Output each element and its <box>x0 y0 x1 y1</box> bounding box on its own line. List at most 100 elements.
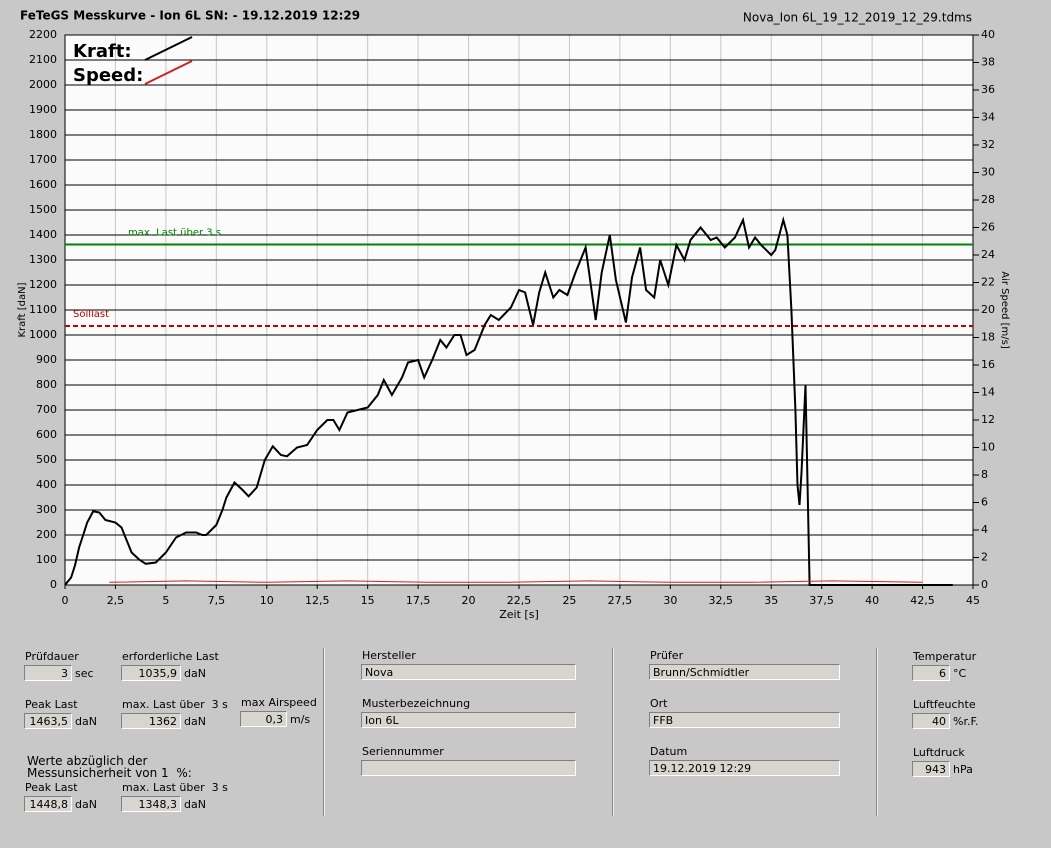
x-tick-label: 10 <box>260 594 274 607</box>
y-tick-label: 0 <box>50 578 57 591</box>
series-line <box>64 216 953 586</box>
note-text: Messunsicherheit von 1 %: <box>27 766 192 780</box>
y2-tick-label: 14 <box>981 386 995 399</box>
unit-label: daN <box>184 715 206 728</box>
text-field: 19.12.2019 12:29 <box>649 760 840 776</box>
text-field: FFB <box>649 712 840 728</box>
y-tick-label: 2200 <box>29 28 57 41</box>
x-tick-label: 12,5 <box>305 594 330 607</box>
x-tick-label: 30 <box>663 594 677 607</box>
y-tick-label: 800 <box>36 378 57 391</box>
chart: FeTeGS Messkurve - Ion 6L SN: - 19.12.20… <box>17 9 1010 622</box>
x-tick-label: 42,5 <box>910 594 935 607</box>
separator <box>323 648 325 816</box>
x-tick-label: 5 <box>162 594 169 607</box>
unit-label: daN <box>184 667 206 680</box>
y-tick-label: 1000 <box>29 328 57 341</box>
text-field: 1348,3 <box>121 796 181 812</box>
file-name: Nova_Ion 6L_19_12_2019_12_29.tdms <box>743 11 972 25</box>
y2-tick-label: 2 <box>981 551 988 564</box>
y2-tick-label: 16 <box>981 358 995 371</box>
y2-axis-label: Air Speed [m/s] <box>999 271 1010 349</box>
x-tick-label: 17,5 <box>406 594 431 607</box>
field-label: Seriennummer <box>362 745 444 758</box>
unit-label: hPa <box>953 763 973 776</box>
y2-tick-label: 22 <box>981 276 995 289</box>
y-tick-label: 1100 <box>29 303 57 316</box>
y2-tick-label: 32 <box>981 138 995 151</box>
y-tick-label: 200 <box>36 528 57 541</box>
x-tick-label: 25 <box>562 594 576 607</box>
y-tick-label: 1600 <box>29 178 57 191</box>
unit-label: °C <box>953 667 967 680</box>
field-label: Temperatur <box>913 650 977 663</box>
window-title: FeTeGS Messkurve - Ion 6L SN: - 19.12.20… <box>20 9 360 23</box>
x-tick-label: 15 <box>361 594 375 607</box>
reference-label: max. Last über 3 s <box>128 228 221 239</box>
y-tick-label: 300 <box>36 503 57 516</box>
y2-tick-label: 26 <box>981 221 995 234</box>
text-field <box>361 760 576 776</box>
x-tick-label: 22,5 <box>507 594 532 607</box>
field-label: Hersteller <box>362 649 416 662</box>
field-label: erforderliche Last <box>122 650 219 663</box>
y2-tick-label: 36 <box>981 83 995 96</box>
y-tick-label: 1800 <box>29 128 57 141</box>
field-label: max Airspeed <box>241 696 317 709</box>
y2-tick-label: 34 <box>981 111 995 124</box>
x-tick-label: 7,5 <box>208 594 226 607</box>
y-tick-label: 1200 <box>29 278 57 291</box>
legend-label: Kraft: <box>73 41 132 62</box>
unit-label: daN <box>75 798 97 811</box>
unit-label: m/s <box>290 713 311 726</box>
x-tick-label: 2,5 <box>107 594 125 607</box>
y2-tick-label: 8 <box>981 468 988 481</box>
x-tick-label: 20 <box>462 594 476 607</box>
unit-label: daN <box>184 798 206 811</box>
y2-tick-label: 18 <box>981 331 995 344</box>
y2-tick-label: 38 <box>981 56 995 69</box>
unit-label: daN <box>75 715 97 728</box>
y2-tick-label: 30 <box>981 166 995 179</box>
x-tick-label: 0 <box>62 594 69 607</box>
y-tick-label: 1700 <box>29 153 57 166</box>
x-tick-label: 32,5 <box>709 594 734 607</box>
y2-tick-label: 20 <box>981 303 995 316</box>
y2-tick-label: 28 <box>981 193 995 206</box>
text-field: 943 <box>912 761 950 777</box>
y-tick-label: 2100 <box>29 53 57 66</box>
text-field: 6 <box>912 665 950 681</box>
field-label: max. Last über 3 s <box>122 698 228 711</box>
y-tick-label: 1400 <box>29 228 57 241</box>
y-axis-label: Kraft [daN] <box>17 282 28 337</box>
text-field: 1463,5 <box>24 713 72 729</box>
y-tick-label: 400 <box>36 478 57 491</box>
text-field: Nova <box>361 664 576 680</box>
y-tick-label: 900 <box>36 353 57 366</box>
field-label: Prüfer <box>650 649 684 662</box>
y-tick-label: 1900 <box>29 103 57 116</box>
text-field: 1035,9 <box>121 665 181 681</box>
field-label: Peak Last <box>25 781 78 794</box>
text-field: 40 <box>912 713 950 729</box>
x-axis-label: Zeit [s] <box>499 608 538 621</box>
y2-tick-label: 4 <box>981 523 988 536</box>
text-field: 1362 <box>121 713 181 729</box>
y-tick-label: 600 <box>36 428 57 441</box>
field-label: Ort <box>650 697 668 710</box>
separator <box>876 648 878 816</box>
separator <box>612 648 614 816</box>
legend-label: Speed: <box>73 65 143 86</box>
field-label: Luftdruck <box>913 746 965 759</box>
field-label: Musterbezeichnung <box>362 697 471 710</box>
text-field: Ion 6L <box>361 712 576 728</box>
field-label: Luftfeuchte <box>913 698 976 711</box>
y-tick-label: 1500 <box>29 203 57 216</box>
y2-tick-label: 12 <box>981 413 995 426</box>
x-tick-label: 45 <box>966 594 980 607</box>
legend-swatch <box>144 36 193 61</box>
y-tick-label: 500 <box>36 453 57 466</box>
x-tick-label: 27,5 <box>608 594 633 607</box>
note-text: Werte abzüglich der <box>27 754 148 768</box>
